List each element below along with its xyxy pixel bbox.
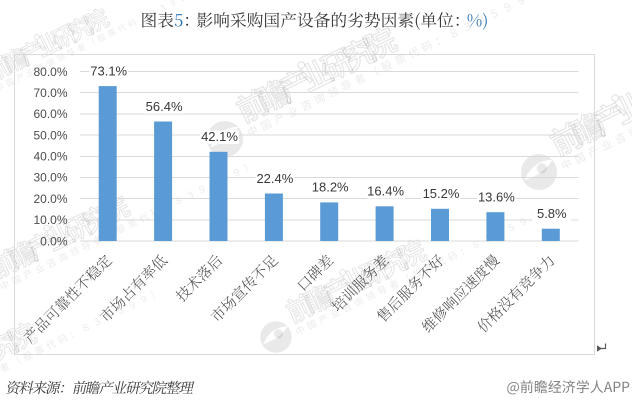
- svg-text:0.0%: 0.0%: [40, 234, 68, 248]
- svg-text:60.0%: 60.0%: [33, 107, 67, 121]
- svg-text:16.4%: 16.4%: [367, 184, 404, 199]
- svg-text:10.0%: 10.0%: [33, 213, 67, 227]
- svg-text:70.0%: 70.0%: [33, 86, 67, 100]
- svg-text:18.2%: 18.2%: [312, 180, 349, 195]
- svg-text:40.0%: 40.0%: [33, 150, 67, 164]
- svg-text:56.4%: 56.4%: [146, 99, 183, 114]
- svg-text:80.0%: 80.0%: [33, 65, 67, 79]
- svg-text:73.1%: 73.1%: [90, 63, 127, 78]
- svg-text:50.0%: 50.0%: [33, 128, 67, 142]
- svg-text:20.0%: 20.0%: [33, 192, 67, 206]
- svg-text:22.4%: 22.4%: [256, 171, 293, 186]
- svg-text:15.2%: 15.2%: [423, 186, 460, 201]
- svg-text:5.8%: 5.8%: [537, 206, 567, 221]
- svg-text:30.0%: 30.0%: [33, 171, 67, 185]
- svg-text:42.1%: 42.1%: [201, 129, 238, 144]
- svg-text:13.6%: 13.6%: [478, 190, 515, 205]
